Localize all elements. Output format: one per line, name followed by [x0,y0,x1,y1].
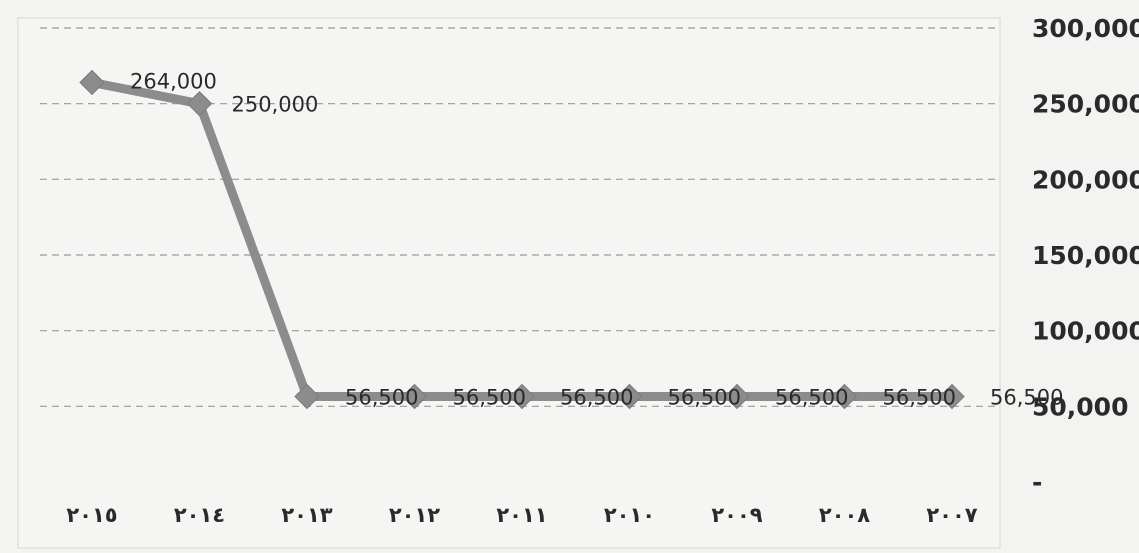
y-tick-label: 200,000 [1032,165,1139,194]
x-tick-label: ٢٠١٤ [174,503,225,527]
x-tick-label: ٢٠١٥ [66,503,117,527]
x-axis-ticks: ٢٠١٥ ٢٠١٤ ٢٠١٣ ٢٠١٢ ٢٠١١ ٢٠١٠ ٢٠٠٩ ٢٠٠٨ ٢٠٠٧ [66,503,977,527]
data-label: 56,500 [453,385,526,409]
data-point-marker [616,383,643,410]
series-markers [79,69,965,410]
data-label: 56,500 [345,385,418,409]
x-tick-label: ٢٠١٣ [281,503,332,527]
y-tick-label: 100,000 [1032,317,1139,346]
y-tick-label: 50,000 [1032,392,1128,421]
data-point-marker [79,69,105,96]
data-point-marker [724,383,750,410]
x-tick-label: ٢٠١١ [496,503,547,527]
data-point-marker [294,383,320,410]
data-label: 56,500 [560,385,633,409]
plot-area [17,17,1001,549]
data-label: 56,500 [990,385,1063,409]
y-tick-label: 250,000 [1032,90,1139,119]
y-tick-label: 300,000 [1032,14,1139,43]
data-point-marker [509,383,535,410]
y-axis-ticks: - 50,000 100,000 150,000 200,000 250,000 300,0… [1032,14,1139,497]
data-point-marker [401,383,428,410]
data-label: 56,500 [883,385,956,409]
data-label: 250,000 [232,93,319,117]
data-label: 56,500 [668,385,741,409]
y-tick-label: - [1032,468,1042,497]
data-label: 264,000 [130,69,217,93]
x-tick-label: ٢٠١٢ [389,503,440,527]
y-tick-label: 150,000 [1032,241,1139,270]
x-tick-label: ٢٠٠٩ [711,503,762,527]
x-tick-label: ٢٠١٠ [604,503,655,527]
x-tick-label: ٢٠٠٨ [819,503,870,527]
data-label: 56,500 [775,385,848,409]
data-labels: 264,000 250,000 56,500 56,500 56,500 56,500 56… [130,69,1063,409]
data-point-marker [939,383,965,410]
data-point-marker [831,383,858,410]
gridlines [40,27,995,407]
data-point-marker [186,90,213,117]
x-tick-label: ٢٠٠٧ [926,503,977,527]
